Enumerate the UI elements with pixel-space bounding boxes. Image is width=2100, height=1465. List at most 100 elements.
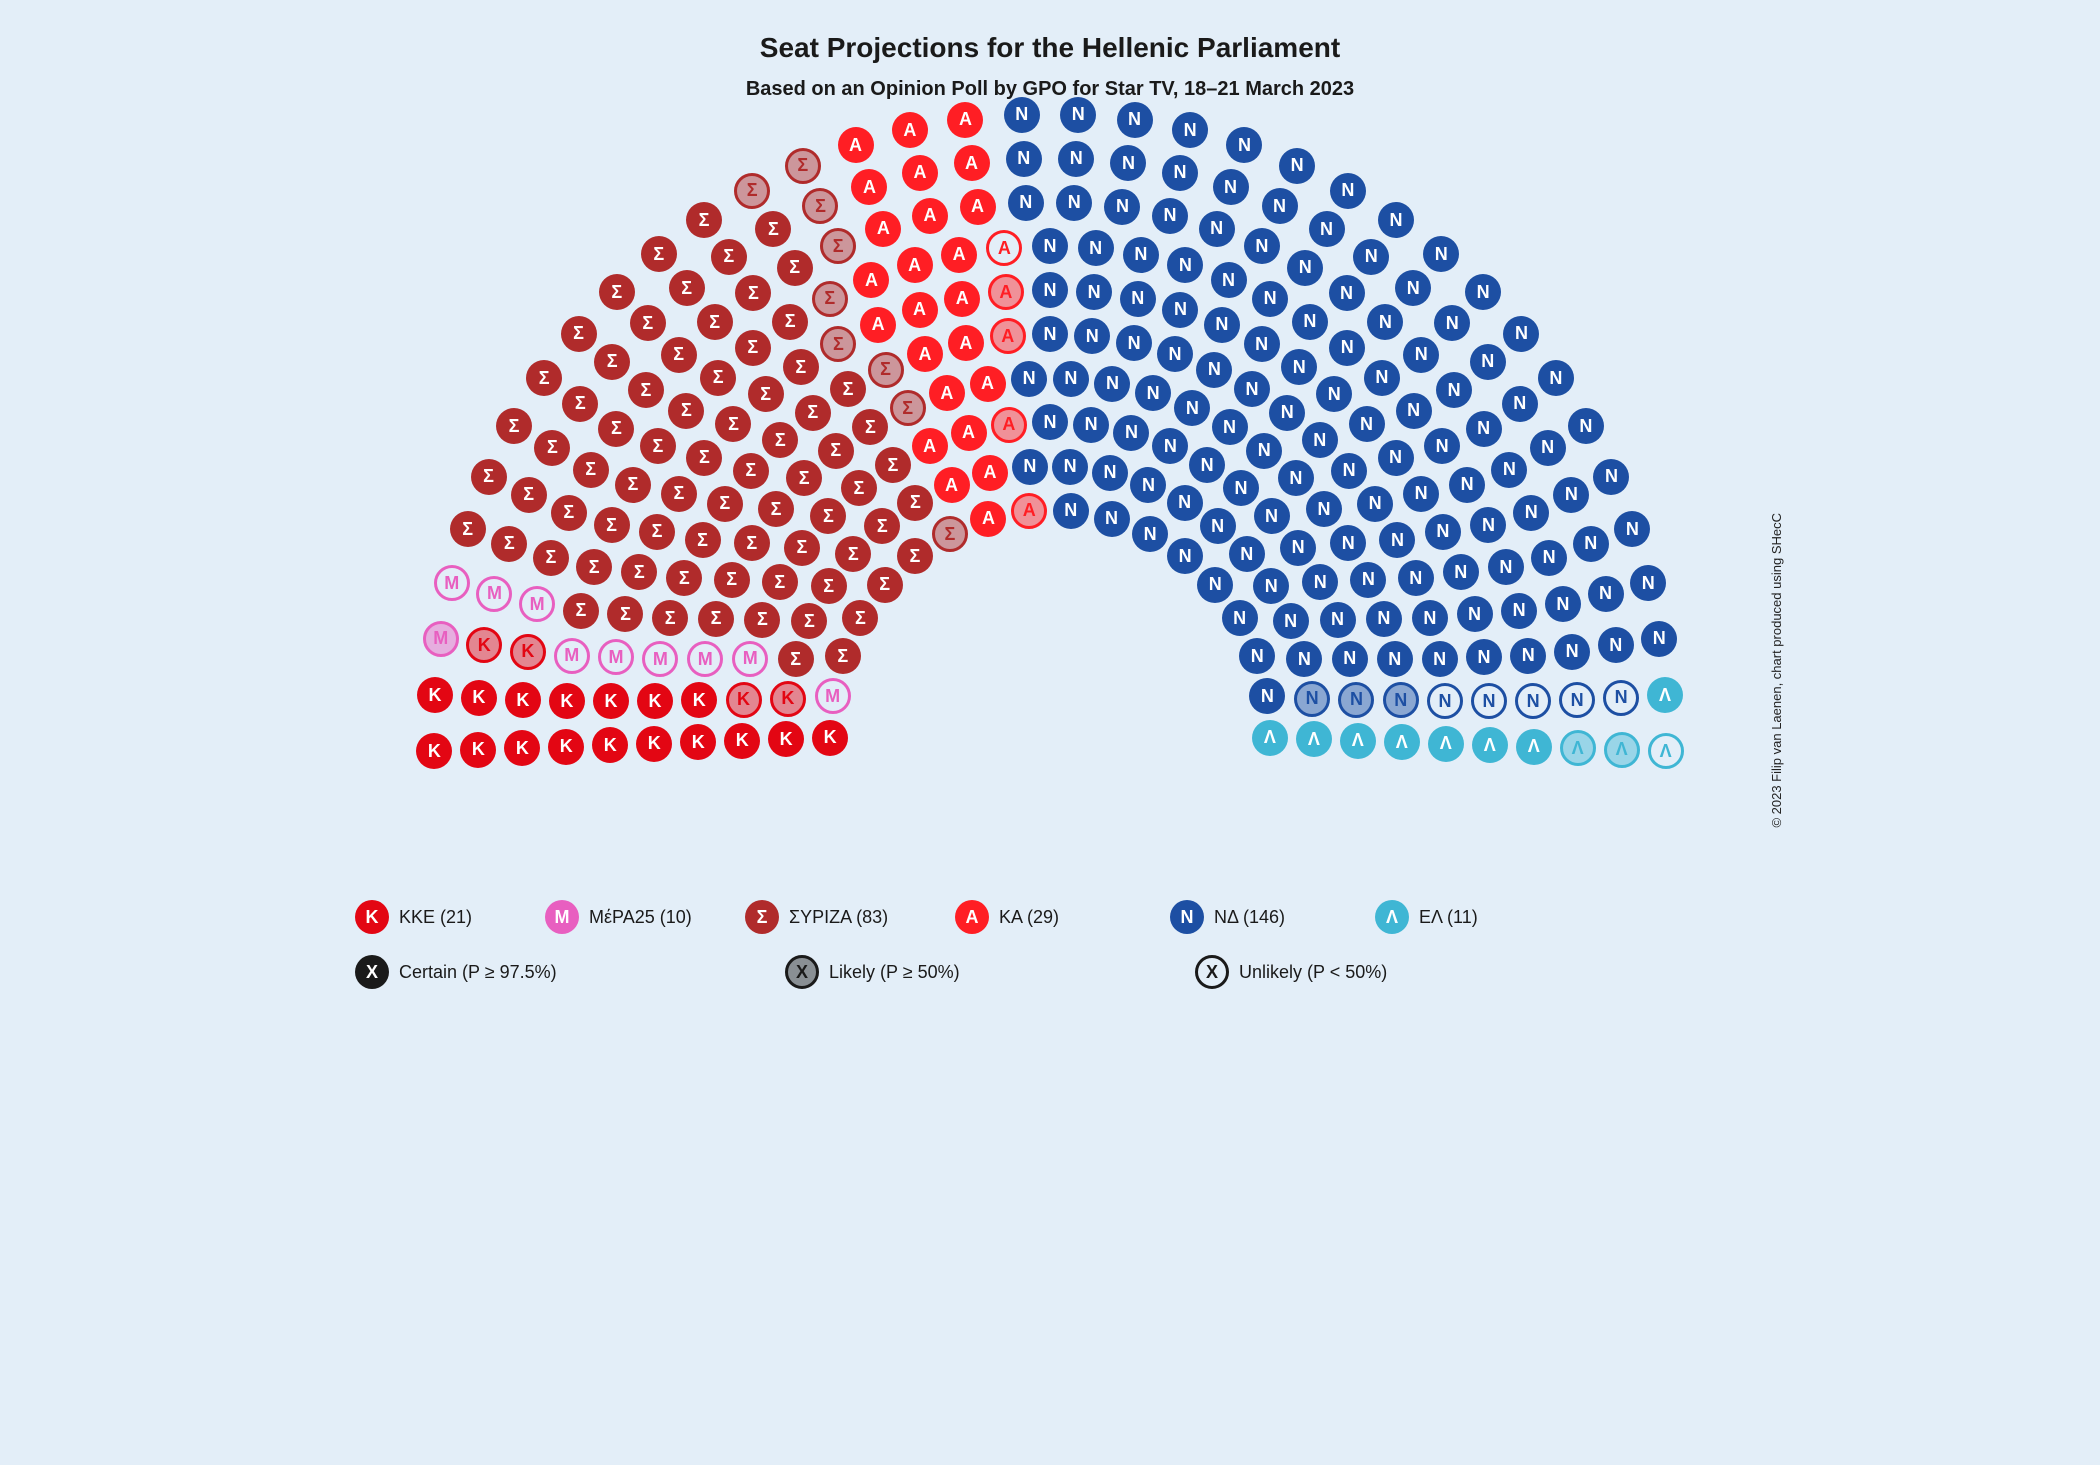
seat-ka: Α xyxy=(970,366,1006,402)
seat-syriza: Σ xyxy=(594,507,630,543)
seat-syriza: Σ xyxy=(755,211,791,247)
seat-nd: Ν xyxy=(1287,250,1323,286)
seat-nd: Ν xyxy=(1152,198,1188,234)
legend-party-mera25: ΜMέPA25 (10) xyxy=(545,900,692,934)
seat-nd: Ν xyxy=(1058,141,1094,177)
seat-syriza: Σ xyxy=(563,593,599,629)
seat-nd: Ν xyxy=(1306,491,1342,527)
seat-nd: Ν xyxy=(1403,476,1439,512)
seat-mera25: Μ xyxy=(642,641,678,677)
seat-nd: Ν xyxy=(1353,239,1389,275)
seat-nd: Ν xyxy=(1132,516,1168,552)
seat-nd: Ν xyxy=(1350,562,1386,598)
legend-party-label: ΝΔ (146) xyxy=(1214,907,1285,928)
legend-prob-unlikely: X Unlikely (P < 50%) xyxy=(1195,955,1387,989)
seat-nd: Ν xyxy=(1538,360,1574,396)
seat-nd: Ν xyxy=(1199,211,1235,247)
seat-nd: Ν xyxy=(1162,155,1198,191)
seat-nd: Ν xyxy=(1152,428,1188,464)
seat-syriza: Σ xyxy=(875,447,911,483)
seat-nd: Ν xyxy=(1280,530,1316,566)
seat-mera25: Μ xyxy=(554,638,590,674)
legend-prob-label: Unlikely (P < 50%) xyxy=(1239,962,1387,983)
seat-nd: Ν xyxy=(1286,641,1322,677)
seat-kke: Κ xyxy=(510,634,546,670)
seat-ka: Α xyxy=(912,198,948,234)
seat-syriza: Σ xyxy=(802,188,838,224)
hemicycle-chart: Seat Projections for the Hellenic Parlia… xyxy=(315,0,1785,1025)
seat-syriza: Σ xyxy=(526,360,562,396)
seat-syriza: Σ xyxy=(748,376,784,412)
seat-syriza: Σ xyxy=(450,511,486,547)
legend-party-nd: ΝΝΔ (146) xyxy=(1170,900,1285,934)
seat-nd: Ν xyxy=(1470,507,1506,543)
seat-nd: Ν xyxy=(1204,307,1240,343)
seat-nd: Ν xyxy=(1554,634,1590,670)
seat-syriza: Σ xyxy=(700,360,736,396)
seat-nd: Ν xyxy=(1292,304,1328,340)
seat-nd: Ν xyxy=(1630,565,1666,601)
seat-el: Λ xyxy=(1252,720,1288,756)
seat-nd: Ν xyxy=(1395,270,1431,306)
seat-nd: Ν xyxy=(1032,316,1068,352)
seat-kke: Κ xyxy=(680,724,716,760)
seat-syriza: Σ xyxy=(685,522,721,558)
seat-syriza: Σ xyxy=(630,305,666,341)
seat-nd: Ν xyxy=(1383,682,1419,718)
legend-dot: Σ xyxy=(745,900,779,934)
seat-kke: Κ xyxy=(724,723,760,759)
seat-nd: Ν xyxy=(1032,404,1068,440)
seat-syriza: Σ xyxy=(697,304,733,340)
seat-nd: Ν xyxy=(1200,508,1236,544)
seat-nd: Ν xyxy=(1110,145,1146,181)
seat-nd: Ν xyxy=(1032,228,1068,264)
seat-nd: Ν xyxy=(1396,393,1432,429)
legend-dot: Λ xyxy=(1375,900,1409,934)
seat-ka: Α xyxy=(853,262,889,298)
legend-dot: Κ xyxy=(355,900,389,934)
seat-el: Λ xyxy=(1648,733,1684,769)
seat-syriza: Σ xyxy=(598,411,634,447)
seat-syriza: Σ xyxy=(811,568,847,604)
seat-el: Λ xyxy=(1647,677,1683,713)
seat-syriza: Σ xyxy=(744,602,780,638)
seat-nd: Ν xyxy=(1366,601,1402,637)
legend-prob-label: Certain (P ≥ 97.5%) xyxy=(399,962,557,983)
seat-syriza: Σ xyxy=(890,390,926,426)
seat-syriza: Σ xyxy=(835,536,871,572)
seat-nd: Ν xyxy=(1117,102,1153,138)
seat-syriza: Σ xyxy=(496,408,532,444)
seat-nd: Ν xyxy=(1470,344,1506,380)
seat-kke: Κ xyxy=(461,680,497,716)
seat-syriza: Σ xyxy=(852,409,888,445)
seat-syriza: Σ xyxy=(785,148,821,184)
seat-syriza: Σ xyxy=(707,486,743,522)
seat-nd: Ν xyxy=(1614,511,1650,547)
seat-mera25: Μ xyxy=(732,641,768,677)
seat-nd: Ν xyxy=(1502,386,1538,422)
seat-ka: Α xyxy=(860,307,896,343)
legend-party-label: MέPA25 (10) xyxy=(589,907,692,928)
seat-syriza: Σ xyxy=(686,440,722,476)
seat-el: Λ xyxy=(1560,730,1596,766)
chart-title: Seat Projections for the Hellenic Parlia… xyxy=(315,32,1785,64)
seat-syriza: Σ xyxy=(897,538,933,574)
seat-ka: Α xyxy=(838,127,874,163)
seat-el: Λ xyxy=(1604,732,1640,768)
seat-syriza: Σ xyxy=(897,485,933,521)
seat-syriza: Σ xyxy=(639,514,675,550)
seat-nd: Ν xyxy=(1212,409,1248,445)
legend-party-label: ΚΚΕ (21) xyxy=(399,907,472,928)
seat-nd: Ν xyxy=(1436,372,1472,408)
seat-nd: Ν xyxy=(1513,495,1549,531)
seat-nd: Ν xyxy=(1377,641,1413,677)
seat-ka: Α xyxy=(941,237,977,273)
legend-dot: X xyxy=(1195,955,1229,989)
seat-ka: Α xyxy=(990,318,1026,354)
seat-nd: Ν xyxy=(1011,361,1047,397)
seat-kke: Κ xyxy=(770,681,806,717)
seat-nd: Ν xyxy=(1253,568,1289,604)
seat-nd: Ν xyxy=(1279,148,1315,184)
seat-nd: Ν xyxy=(1052,449,1088,485)
seat-kke: Κ xyxy=(548,729,584,765)
